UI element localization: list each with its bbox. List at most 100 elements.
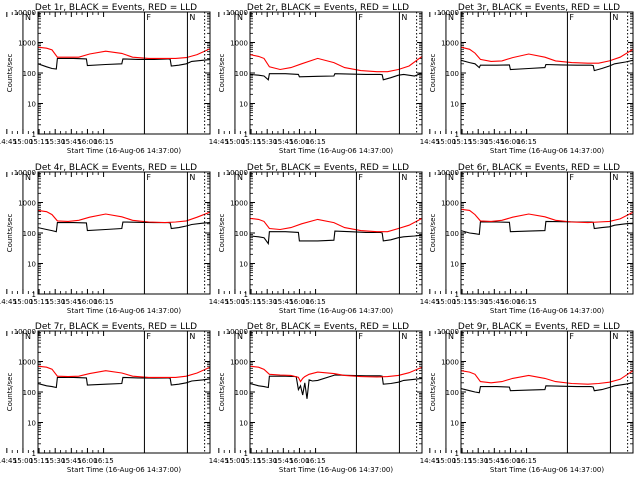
- x-tick-label: 14:45: [209, 298, 229, 306]
- y-tick-label: 10: [450, 420, 459, 428]
- y-tick-label: 10000: [226, 328, 248, 336]
- x-tick-label: 16:00: [77, 457, 97, 465]
- x-tick-label: 15:30: [257, 457, 277, 465]
- x-tick-label: 16:15: [305, 138, 325, 146]
- y-tick-label: 1: [455, 291, 459, 299]
- y-tick-label: 1000: [441, 40, 459, 48]
- time-marker-label: N: [189, 332, 195, 341]
- time-marker-label: F: [358, 173, 363, 182]
- x-tick-label: 14:45: [0, 138, 17, 146]
- x-axis-label: Start Time (16-Aug-06 14:37:00): [67, 147, 181, 155]
- x-tick-label: 16:15: [305, 298, 325, 306]
- x-tick-label: 15:45: [273, 138, 293, 146]
- y-axis-label: Counts/sec: [6, 54, 14, 93]
- series-lld-line: [461, 208, 633, 224]
- panel-title: Det 3r, BLACK = Events, RED = LLD: [458, 3, 620, 13]
- detector-panel-2: Det 2r, BLACK = Events, RED = LLD Counts/…: [209, 3, 423, 155]
- x-tick-label: 15:00: [13, 298, 33, 306]
- plot-area: [461, 370, 633, 394]
- x-tick-label: 15:30: [468, 457, 488, 465]
- x-tick-label: 16:00: [77, 298, 97, 306]
- x-tick-label: 15:15: [241, 138, 261, 146]
- series-lld-line: [250, 54, 422, 73]
- plot-frame: [37, 330, 211, 454]
- time-marker-label: N: [401, 13, 407, 22]
- panel-title: Det 1r, BLACK = Events, RED = LLD: [35, 3, 197, 13]
- panel-title: Det 5r, BLACK = Events, RED = LLD: [247, 163, 409, 173]
- x-tick-label: 15:45: [273, 298, 293, 306]
- time-marker-label: N: [448, 332, 454, 341]
- panel-title: Det 6r, BLACK = Events, RED = LLD: [458, 163, 620, 173]
- y-axis-label: Counts/sec: [6, 373, 14, 412]
- x-tick-label: 16:00: [500, 457, 520, 465]
- y-tick-label: 100: [446, 230, 459, 238]
- x-tick-label: 14:45: [0, 298, 17, 306]
- x-tick-label: 15:45: [61, 457, 81, 465]
- detector-panel-8: Det 8r, BLACK = Events, RED = LLD Counts/…: [209, 322, 423, 474]
- x-tick-label: 15:00: [436, 457, 456, 465]
- x-axis-label: Start Time (16-Aug-06 14:37:00): [490, 147, 604, 155]
- series-events-line: [250, 374, 422, 399]
- time-marker-label: N: [25, 13, 31, 22]
- time-marker-label: N: [237, 13, 243, 22]
- y-tick-label: 1: [455, 450, 459, 458]
- x-tick-label: 15:15: [452, 138, 472, 146]
- x-tick-label: 15:15: [452, 298, 472, 306]
- x-tick-label: 15:15: [452, 457, 472, 465]
- x-tick-label: 16:00: [289, 138, 309, 146]
- series-lld-line: [38, 209, 210, 224]
- plot-frame: [37, 171, 211, 295]
- y-tick-label: 1: [32, 131, 36, 139]
- x-tick-label: 15:45: [484, 457, 504, 465]
- panel-title: Det 7r, BLACK = Events, RED = LLD: [35, 322, 197, 332]
- y-tick-label: 100: [235, 230, 248, 238]
- x-tick-label: 15:15: [29, 138, 49, 146]
- y-tick-label: 1000: [230, 200, 248, 208]
- x-tick-label: 14:45: [420, 457, 440, 465]
- y-axis-label: Counts/sec: [429, 54, 437, 93]
- y-tick-label: 100: [446, 70, 459, 78]
- y-axis-label: Counts/sec: [429, 214, 437, 253]
- time-marker-label: N: [612, 13, 618, 22]
- x-axis-label: Start Time (16-Aug-06 14:37:00): [490, 307, 604, 315]
- y-tick-label: 10: [239, 261, 248, 269]
- x-tick-label: 15:00: [225, 138, 245, 146]
- plot-area: [461, 208, 633, 236]
- y-tick-label: 1: [244, 291, 248, 299]
- y-tick-label: 100: [446, 389, 459, 397]
- x-tick-label: 15:30: [45, 298, 65, 306]
- y-axis-label: Counts/sec: [218, 214, 226, 253]
- x-axis-label: Start Time (16-Aug-06 14:37:00): [490, 466, 604, 474]
- x-tick-label: 15:00: [13, 138, 33, 146]
- x-tick-label: 15:45: [484, 298, 504, 306]
- series-lld-line: [250, 365, 422, 383]
- x-tick-label: 16:15: [93, 138, 113, 146]
- y-tick-label: 10: [27, 420, 36, 428]
- series-lld-line: [250, 217, 422, 233]
- y-tick-label: 10000: [226, 169, 248, 177]
- time-marker-label: N: [401, 173, 407, 182]
- x-tick-label: 16:00: [500, 298, 520, 306]
- time-marker-label: N: [237, 332, 243, 341]
- x-tick-label: 16:15: [93, 298, 113, 306]
- y-tick-label: 100: [23, 70, 36, 78]
- y-axis-label: Counts/sec: [218, 54, 226, 93]
- detector-panel-3: Det 3r, BLACK = Events, RED = LLD Counts/…: [420, 3, 634, 155]
- detector-panel-7: Det 7r, BLACK = Events, RED = LLD Counts/…: [0, 322, 211, 474]
- detector-panel-6: Det 6r, BLACK = Events, RED = LLD Counts/…: [420, 163, 634, 315]
- x-tick-label: 16:15: [516, 298, 536, 306]
- x-tick-label: 15:30: [468, 138, 488, 146]
- time-marker-label: N: [25, 332, 31, 341]
- detector-panel-1: Det 1r, BLACK = Events, RED = LLD Counts/…: [0, 3, 211, 155]
- y-tick-label: 1000: [230, 40, 248, 48]
- x-axis-label: Start Time (16-Aug-06 14:37:00): [279, 147, 393, 155]
- y-tick-label: 1000: [18, 200, 36, 208]
- plot-area: [250, 217, 422, 246]
- time-marker-label: N: [448, 13, 454, 22]
- y-tick-label: 10: [450, 261, 459, 269]
- x-tick-label: 16:15: [516, 457, 536, 465]
- x-tick-label: 15:45: [484, 138, 504, 146]
- x-axis-label: Start Time (16-Aug-06 14:37:00): [279, 466, 393, 474]
- panel-title: Det 4r, BLACK = Events, RED = LLD: [35, 163, 197, 173]
